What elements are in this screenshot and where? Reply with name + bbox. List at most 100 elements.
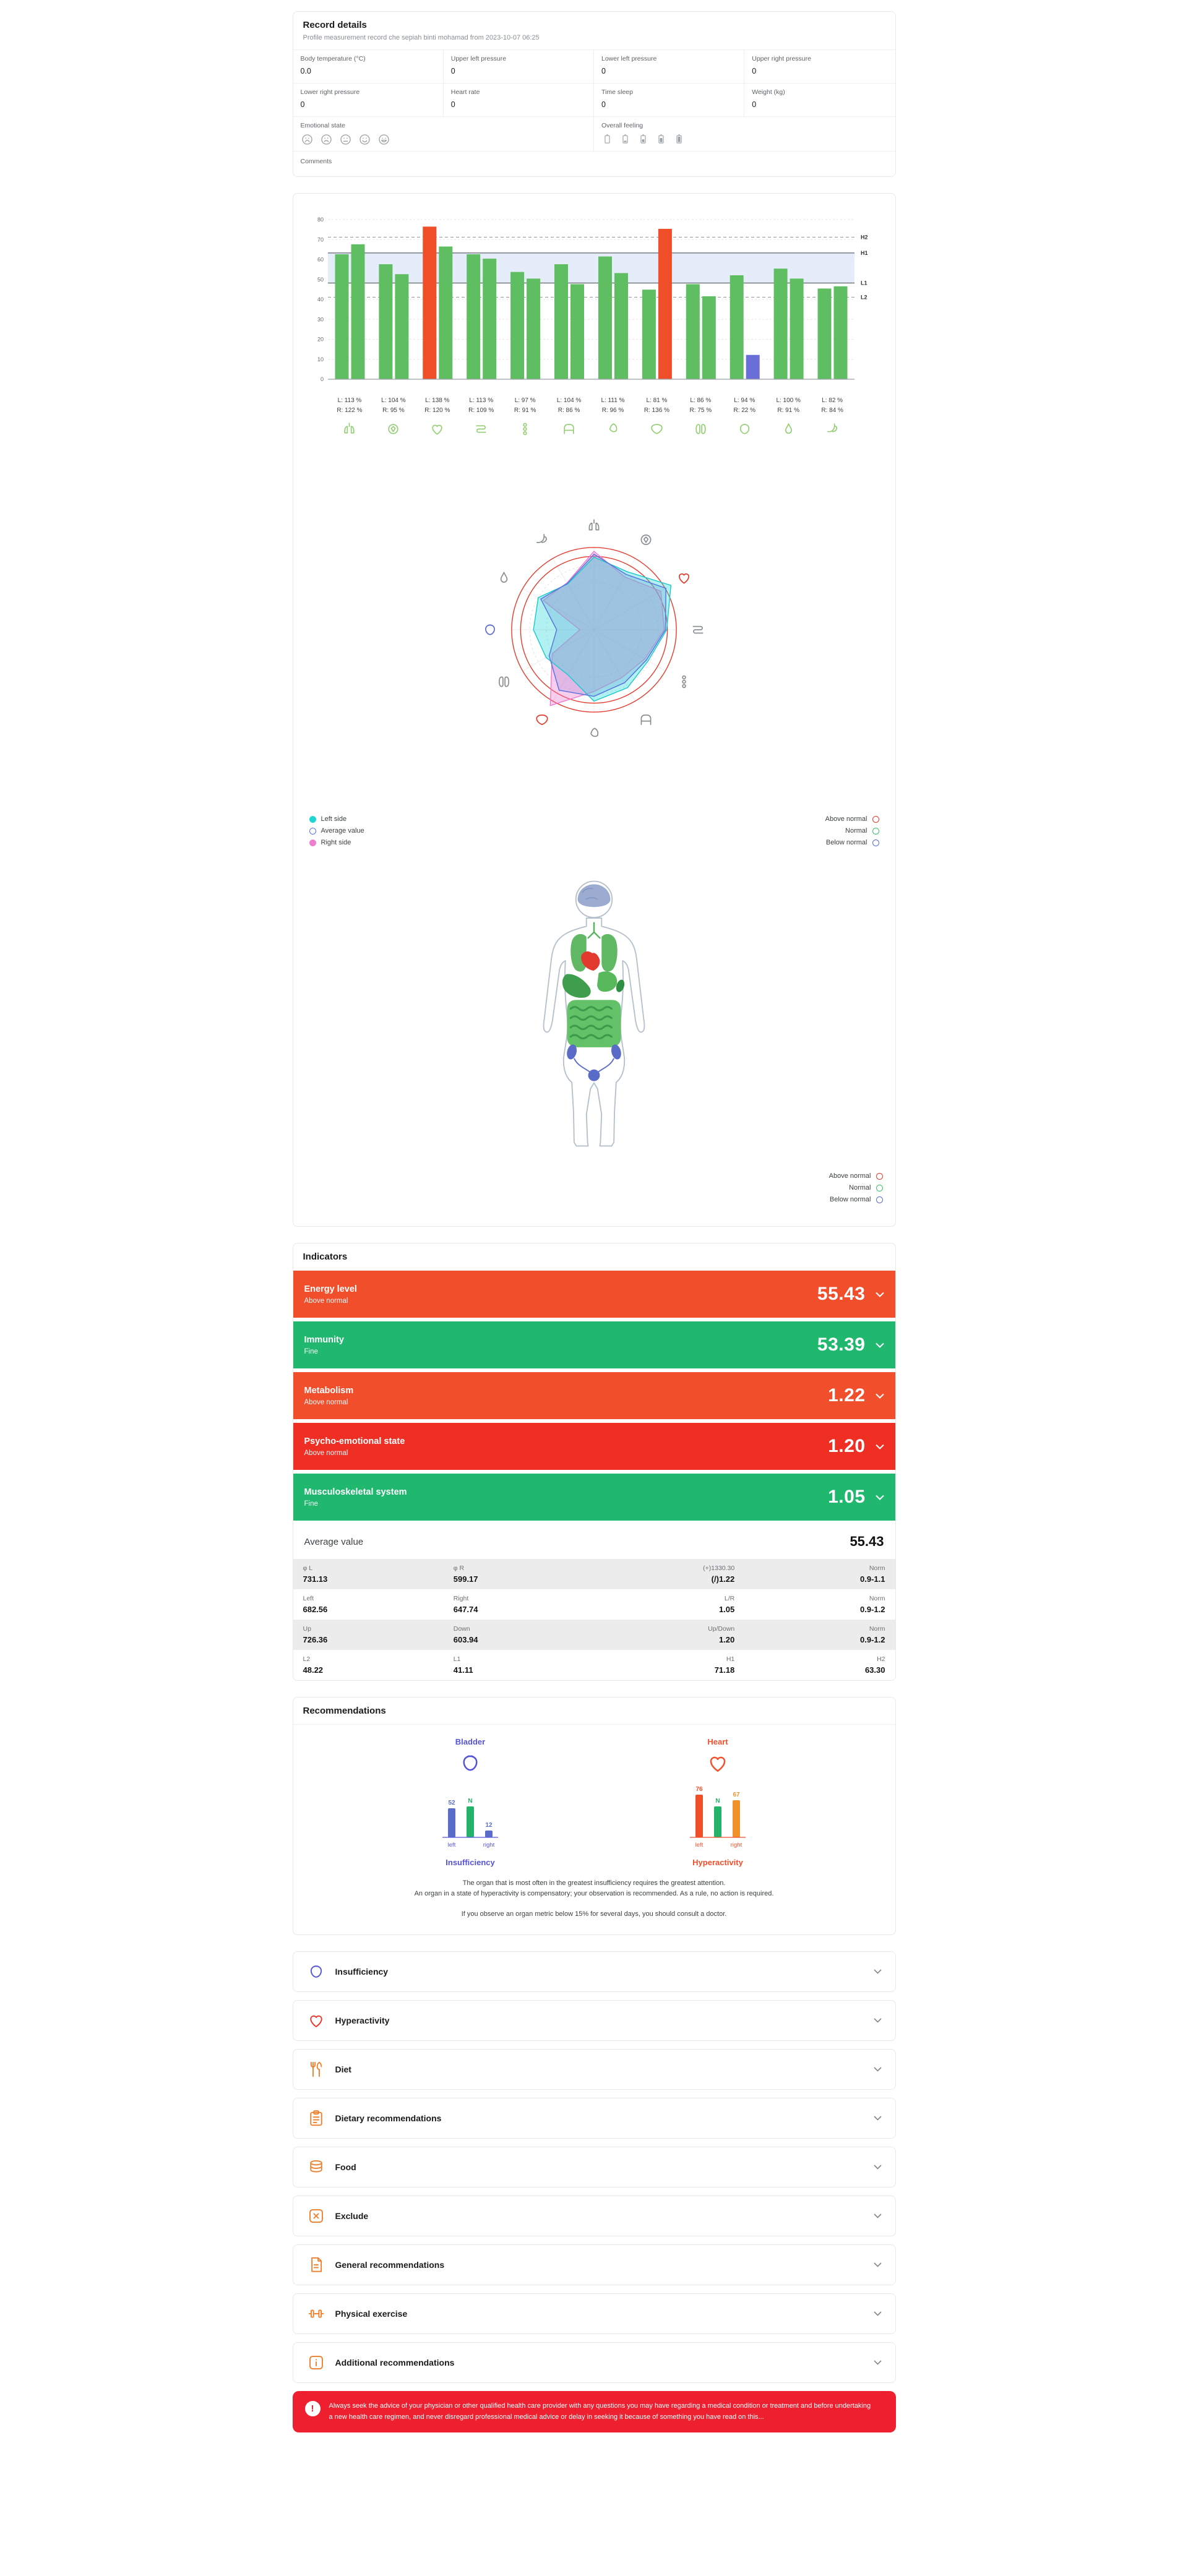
svg-text:right: right [731,1842,742,1848]
accordion-general-recommendations[interactable]: General recommendations [292,2244,896,2286]
comments-field[interactable]: Comments [293,152,895,176]
heart-icon [679,573,689,584]
chevron-down-icon [875,1292,884,1297]
field-label: Lower left pressure [601,55,657,62]
indicator-musculoskeletal-system[interactable]: Musculoskeletal system Fine 1.05 [293,1474,895,1521]
radar-wrap [306,462,883,805]
svg-text:H1: H1 [861,250,868,256]
record-field-body-temperature-c[interactable]: Body temperature (°C) 0.0 [293,50,444,84]
battery-level-3-icon[interactable] [655,133,667,145]
dumbbell-icon [308,2309,324,2318]
bar-label-bladder: L: 94 % R: 22 % [733,397,756,414]
bar-pericardium-right [394,274,408,379]
indicator-immunity[interactable]: Immunity Fine 53.39 [293,1321,895,1368]
accordion-label: Insufficiency [335,1967,389,1977]
liver-icon [651,424,663,434]
average-value-row: Average value 55.43 [293,1524,895,1559]
emotion-happy-icon[interactable] [358,133,371,146]
organ-icon-cell [547,421,591,437]
record-details-header: Record details Profile measurement recor… [293,12,895,50]
svg-text:H2: H2 [861,234,868,240]
organ-icon-cell [459,421,503,437]
accordion-hyperactivity[interactable]: Hyperactivity [292,2000,896,2041]
indicator-psycho-emotional-state[interactable]: Psycho-emotional state Above normal 1.20 [293,1423,895,1470]
svg-text:50: 50 [317,277,323,283]
indicator-title: Energy level [304,1284,357,1294]
battery-level-1-icon[interactable] [619,133,631,145]
bar-label-spleen: L: 111 % R: 96 % [601,397,625,414]
legend-below-normal: Below normal [308,1196,883,1203]
chevron-down-icon [873,2213,882,2218]
battery-level-4-icon[interactable] [673,133,685,145]
field-label: Heart rate [450,88,480,96]
small-intestine-icon [476,425,486,433]
metric-label: L1 [453,1655,461,1663]
field-value: 0 [450,100,455,109]
battery-level-0-icon[interactable] [601,133,613,145]
record-field-upper-right-pressure[interactable]: Upper right pressure 0 [744,50,895,84]
indicator-text: Energy level Above normal [304,1284,357,1305]
bar-triple-heater-right [526,278,540,379]
indicator-text: Musculoskeletal system Fine [304,1487,407,1508]
radar-legends: Left side Average value Right side Above n… [306,811,883,851]
accordion-food[interactable]: Food [292,2147,896,2188]
body-diagram [543,880,645,1147]
svg-text:N: N [715,1798,720,1805]
accordion-exclude[interactable]: Exclude [292,2196,896,2237]
accordion-additional-recommendations[interactable]: Additional recommendations [292,2342,896,2384]
chevron-down-icon [875,1495,884,1500]
exclude-icon [309,2209,323,2223]
bladder-icon [739,424,749,434]
record-field-time-sleep[interactable]: Time sleep 0 [594,84,745,117]
kidneys-icon [695,424,706,434]
metric-up: Up 726.36 [293,1620,444,1650]
organ-name: Bladder [455,1737,486,1746]
recommendation-organ-bladder: Bladder 52 left N 12 right Insufficiency [411,1737,529,1867]
emotion-sad-icon[interactable] [320,133,333,146]
spleen-icon [590,728,599,737]
metric-label: Right [453,1595,469,1602]
record-field-heart-rate[interactable]: Heart rate 0 [443,84,594,117]
indicator-status: Above normal [304,1449,348,1457]
svg-text:L1: L1 [861,280,867,286]
emotion-very-happy-icon[interactable] [377,133,390,146]
indicator-status: Above normal [304,1297,348,1305]
record-field-lower-left-pressure[interactable]: Lower left pressure 0 [594,50,745,84]
accordion-label: Dietary recommendations [335,2113,442,2124]
emotion-very-sad-icon[interactable] [301,133,314,146]
accordion-insufficiency[interactable]: Insufficiency [292,1951,896,1993]
indicator-title: Metabolism [304,1385,354,1396]
organ-state: Insufficiency [446,1858,495,1867]
average-value-label: Average value [304,1536,364,1547]
bar-label-small-intestine: L: 113 % R: 109 % [468,397,494,414]
accordion-dietary-recommendations[interactable]: Dietary recommendations [292,2098,896,2139]
battery-level-2-icon[interactable] [637,133,649,145]
indicator-energy-level[interactable]: Energy level Above normal 55.43 [293,1271,895,1318]
metric-label: L/R [724,1595,735,1602]
accordion-physical-exercise[interactable]: Physical exercise [292,2293,896,2335]
bar-label-pericardium: L: 104 % R: 95 % [381,397,406,414]
body-status-legend: Above normal Normal Below normal [306,1172,883,1203]
record-field-lower-right-pressure[interactable]: Lower right pressure 0 [293,84,444,117]
chevron-down-icon [875,1342,884,1348]
record-field-upper-left-pressure[interactable]: Upper left pressure 0 [443,50,594,84]
svg-text:30: 30 [317,316,323,322]
indicator-title: Musculoskeletal system [304,1487,407,1497]
indicator-text: Metabolism Above normal [304,1386,354,1406]
metrics-table-row: L2 48.22 L1 41.11 H1 71.18 H2 63.30 [293,1650,895,1680]
accordion-label: Additional recommendations [335,2358,455,2368]
emotion-neutral-icon[interactable] [339,133,352,146]
bar-lungs-right [351,244,364,379]
pericardium-icon [388,424,398,434]
metric-label: H1 [726,1655,735,1663]
accordion-diet[interactable]: Diet [292,2049,896,2090]
field-value: 0 [601,100,606,109]
recommendation-note-1: The organ that is most often in the grea… [462,1879,726,1887]
legend-right-side: Right side [309,839,364,846]
indicator-metabolism[interactable]: Metabolism Above normal 1.22 [293,1372,895,1419]
metrics-table-row: φ L 731.13 φ R 599.17 (+)1330.30 (/)1.22 Norm 0… [293,1559,895,1589]
metric-r: φ R 599.17 [444,1559,594,1589]
record-field-weight-kg[interactable]: Weight (kg) 0 [744,84,895,117]
organ-icon-wrap [659,1751,777,1778]
metric-value: 0.9-1.1 [860,1574,885,1584]
